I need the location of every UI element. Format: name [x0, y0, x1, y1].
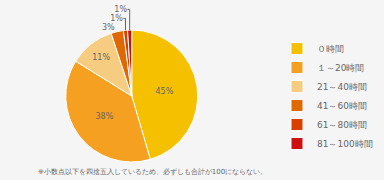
svg-text:０時間: ０時間: [317, 44, 344, 54]
svg-text:1%: 1%: [114, 5, 127, 14]
svg-text:61～80時間: 61～80時間: [317, 120, 367, 130]
svg-text:1%: 1%: [110, 14, 123, 23]
svg-text:１～20時間: １～20時間: [317, 63, 364, 73]
svg-text:11%: 11%: [92, 53, 110, 62]
svg-text:41～60時間: 41～60時間: [317, 101, 367, 111]
svg-text:45%: 45%: [156, 87, 174, 96]
svg-text:21～40時間: 21～40時間: [317, 82, 367, 92]
svg-text:81～100時間: 81～100時間: [317, 139, 373, 149]
svg-text:3%: 3%: [102, 23, 115, 32]
svg-text:38%: 38%: [96, 112, 114, 121]
svg-text:※小数点以下を四捨五入しているため、必ずしも合計が100にな: ※小数点以下を四捨五入しているため、必ずしも合計が100にならない。: [38, 168, 267, 176]
